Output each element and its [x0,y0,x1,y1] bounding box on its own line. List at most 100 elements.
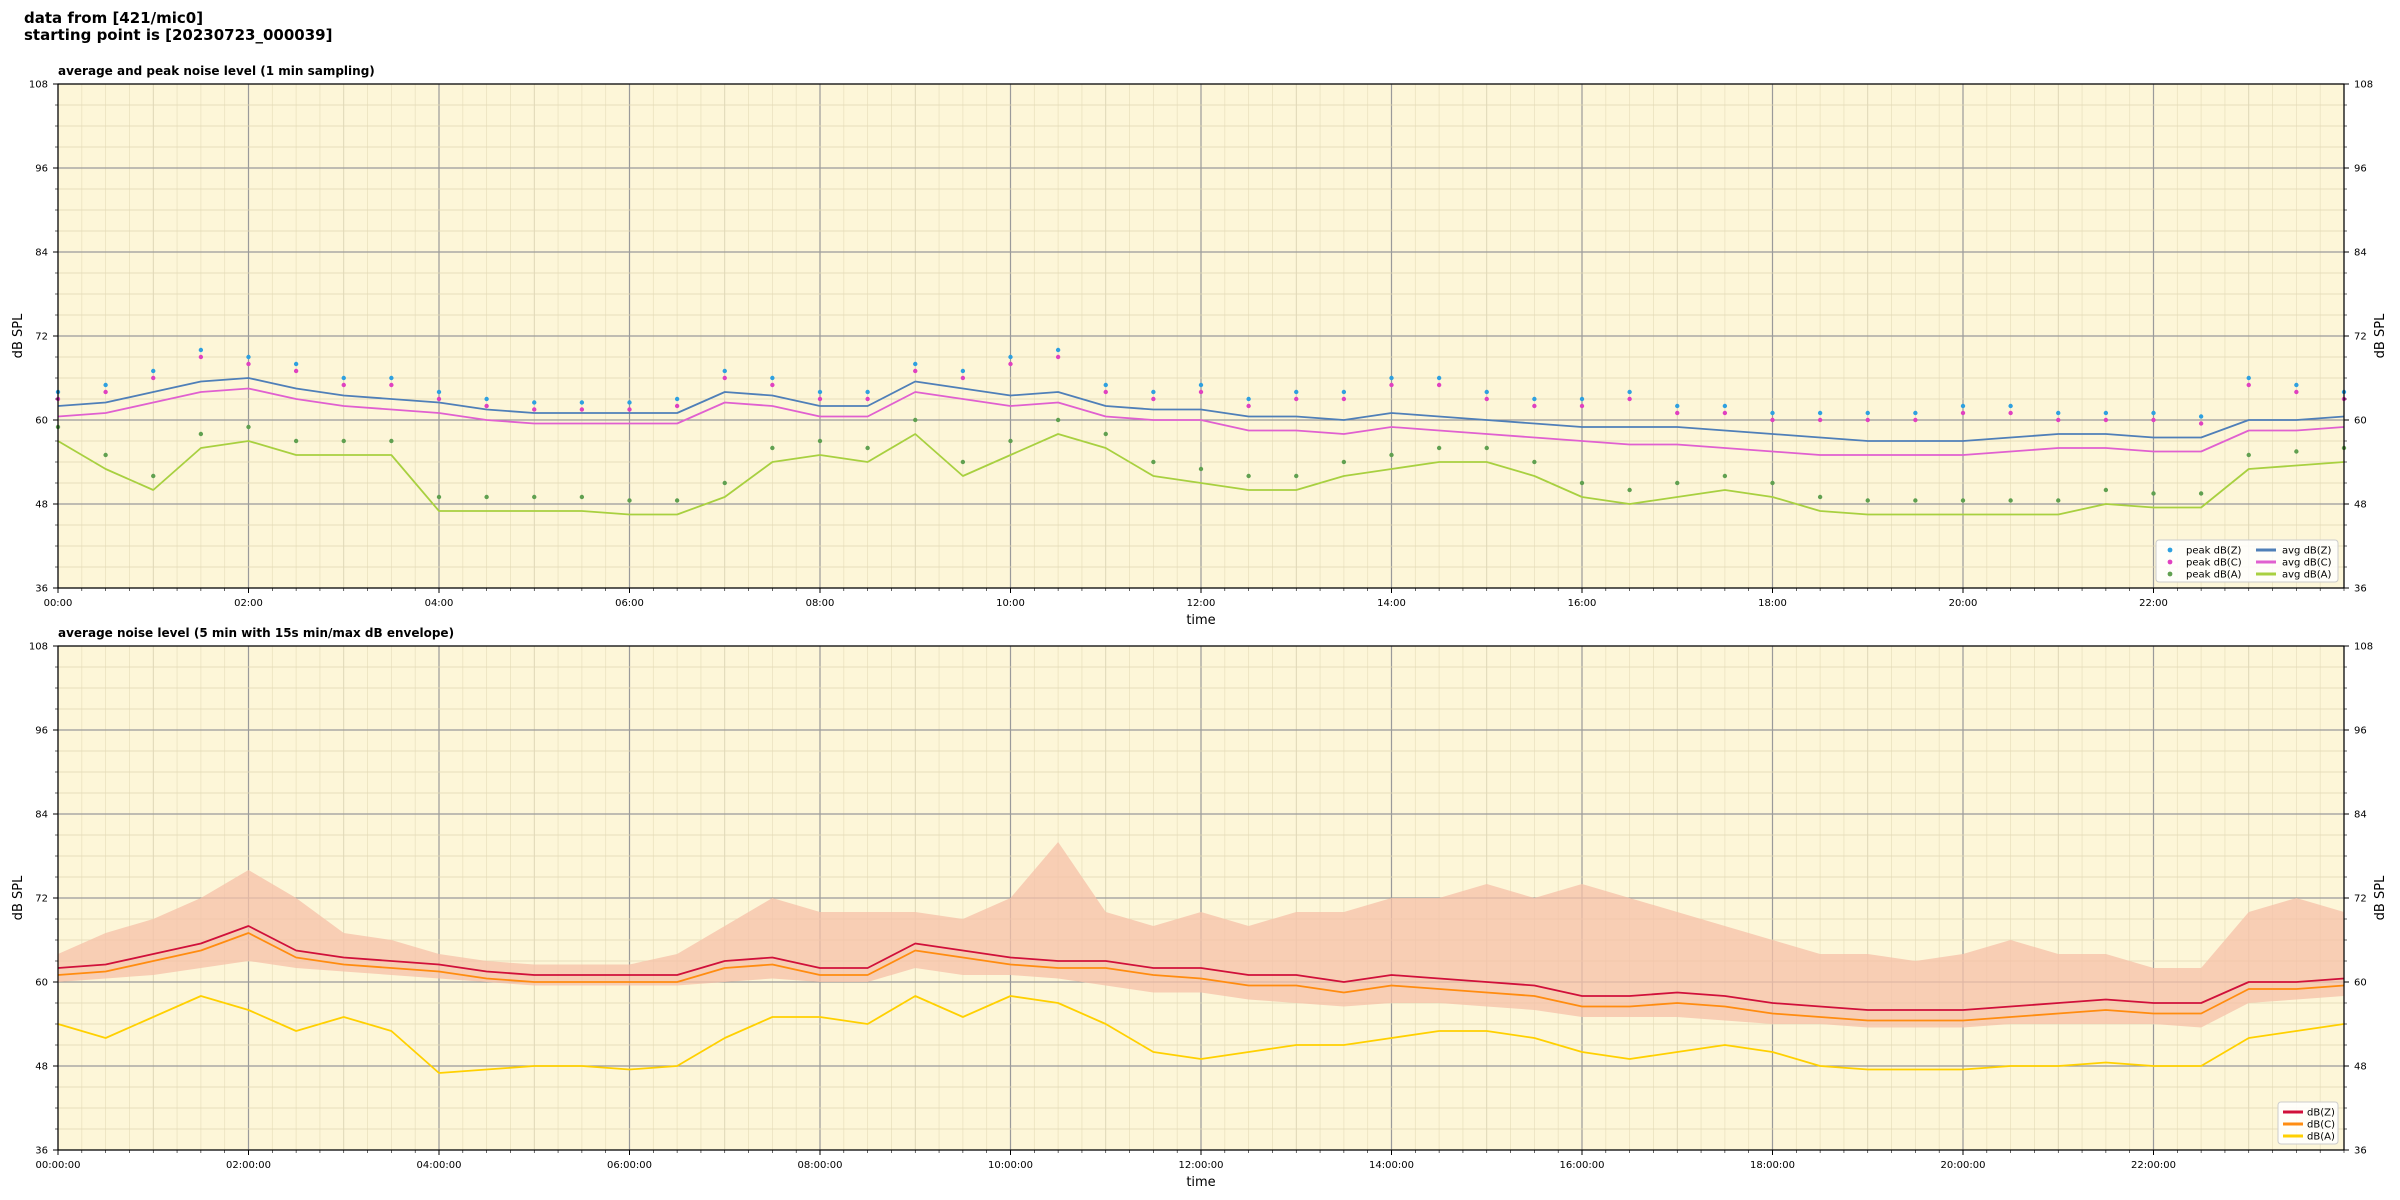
point-peak-db-z [1817,410,1823,416]
point-peak-db-z [1341,389,1347,395]
point-peak-db-z [1008,354,1013,360]
x-tick-label: 10:00 [996,598,1025,609]
y-tick-label-right: 60 [2354,978,2367,989]
point-peak-db-a [103,452,108,458]
y-tick-label-right: 84 [2354,248,2367,259]
start-label: starting point is [20230723_000039] [24,26,333,44]
point-peak-db-c [1627,396,1632,402]
point-peak-db-a [1246,473,1251,479]
legend-label: dB(Z) [2307,1108,2335,1119]
point-peak-db-c [1675,410,1680,416]
point-peak-db-z [532,400,537,405]
point-peak-db-a [246,424,251,430]
point-peak-db-z [817,389,823,395]
line-avg-db-z [57,377,2345,442]
point-peak-db-c [1865,417,1870,423]
legend-label: avg dB(C) [2282,558,2332,569]
x-tick-label: 22:00:00 [2131,1160,2176,1171]
point-peak-db-c [1151,396,1156,402]
point-peak-db-c [865,396,870,402]
point-peak-db-a [293,438,299,444]
point-peak-db-c [1389,382,1394,388]
y-tick-label: 48 [35,500,48,511]
point-peak-db-z [1865,410,1870,416]
x-axis-label: time [1186,613,1215,628]
point-peak-db-a [1913,498,1918,503]
point-peak-db-a [2294,449,2299,454]
series-peak-db-z [55,347,2347,419]
y-axis-label: dB SPL [11,313,26,358]
point-peak-db-z [484,396,489,402]
point-peak-db-z [198,347,204,353]
point-peak-db-z [1294,389,1299,395]
point-peak-db-z [103,382,108,388]
point-peak-db-c [1579,403,1585,409]
point-peak-db-c [246,361,251,367]
legend-label: avg dB(A) [2282,570,2332,581]
point-peak-db-a [960,459,966,465]
y-tick-label: 108 [29,80,48,91]
point-peak-db-a [484,494,489,500]
point-peak-db-c [484,403,489,409]
figure-header: data from [421/mic0] starting point is [… [24,10,332,44]
line-avg-db-a [57,433,2345,516]
point-peak-db-z [151,368,156,374]
point-peak-db-z [1913,410,1918,416]
y-axis-label-right: dB SPL [2373,875,2388,920]
point-peak-db-a [627,498,632,503]
point-peak-db-z [246,354,251,360]
point-peak-db-c [1198,389,1204,395]
point-peak-db-z [2103,410,2109,416]
point-peak-db-a [1675,480,1680,486]
point-peak-db-a [1770,480,1775,486]
y-tick-label-right: 72 [2354,894,2367,905]
point-peak-db-z [1675,403,1680,409]
point-peak-db-c [293,368,299,374]
y-tick-label-right: 108 [2354,80,2373,91]
line-avg-db-c [57,387,2345,456]
point-peak-db-a [2198,491,2204,496]
legend-marker [2167,547,2173,553]
y-tick-label: 60 [35,978,48,989]
series-peak-db-a [55,417,2347,503]
y-tick-label: 36 [35,1146,48,1157]
x-tick-label: 16:00 [1568,598,1597,609]
point-peak-db-a [532,494,537,500]
point-peak-db-c [2198,421,2204,426]
x-tick-label: 04:00 [425,598,454,609]
point-peak-db-a [1484,445,1489,451]
y-tick-label: 48 [35,1062,48,1073]
point-peak-db-a [1103,431,1108,437]
point-peak-db-a [1198,466,1204,472]
point-peak-db-z [1198,382,1204,388]
point-peak-db-c [960,375,966,381]
point-peak-db-c [913,368,918,374]
point-peak-db-c [1817,417,1823,423]
point-peak-db-z [674,396,680,402]
point-peak-db-a [913,417,918,423]
point-peak-db-c [1913,417,1918,423]
point-peak-db-a [817,438,823,444]
point-peak-db-a [389,438,394,444]
y-tick-label: 96 [35,164,48,175]
x-tick-label: 12:00 [1187,598,1216,609]
point-peak-db-z [1770,410,1775,416]
y-tick-label-right: 72 [2354,332,2367,343]
point-peak-db-a [1341,459,1347,465]
point-peak-db-c [627,407,632,412]
point-peak-db-a [1722,473,1728,479]
x-tick-label: 06:00:00 [607,1160,652,1171]
point-peak-db-z [865,389,870,395]
y-tick-label-right: 36 [2354,1146,2367,1157]
y-tick-label: 84 [35,248,48,259]
point-peak-db-a [436,494,442,500]
point-peak-db-c [389,382,394,388]
point-peak-db-z [2008,403,2013,409]
point-peak-db-z [1151,389,1156,395]
chart-title: average and peak noise level (1 min samp… [58,64,375,78]
point-peak-db-z [770,375,775,381]
point-peak-db-a [1436,445,1442,451]
point-peak-db-z [341,375,346,381]
point-peak-db-z [913,361,918,367]
point-peak-db-z [293,361,299,367]
